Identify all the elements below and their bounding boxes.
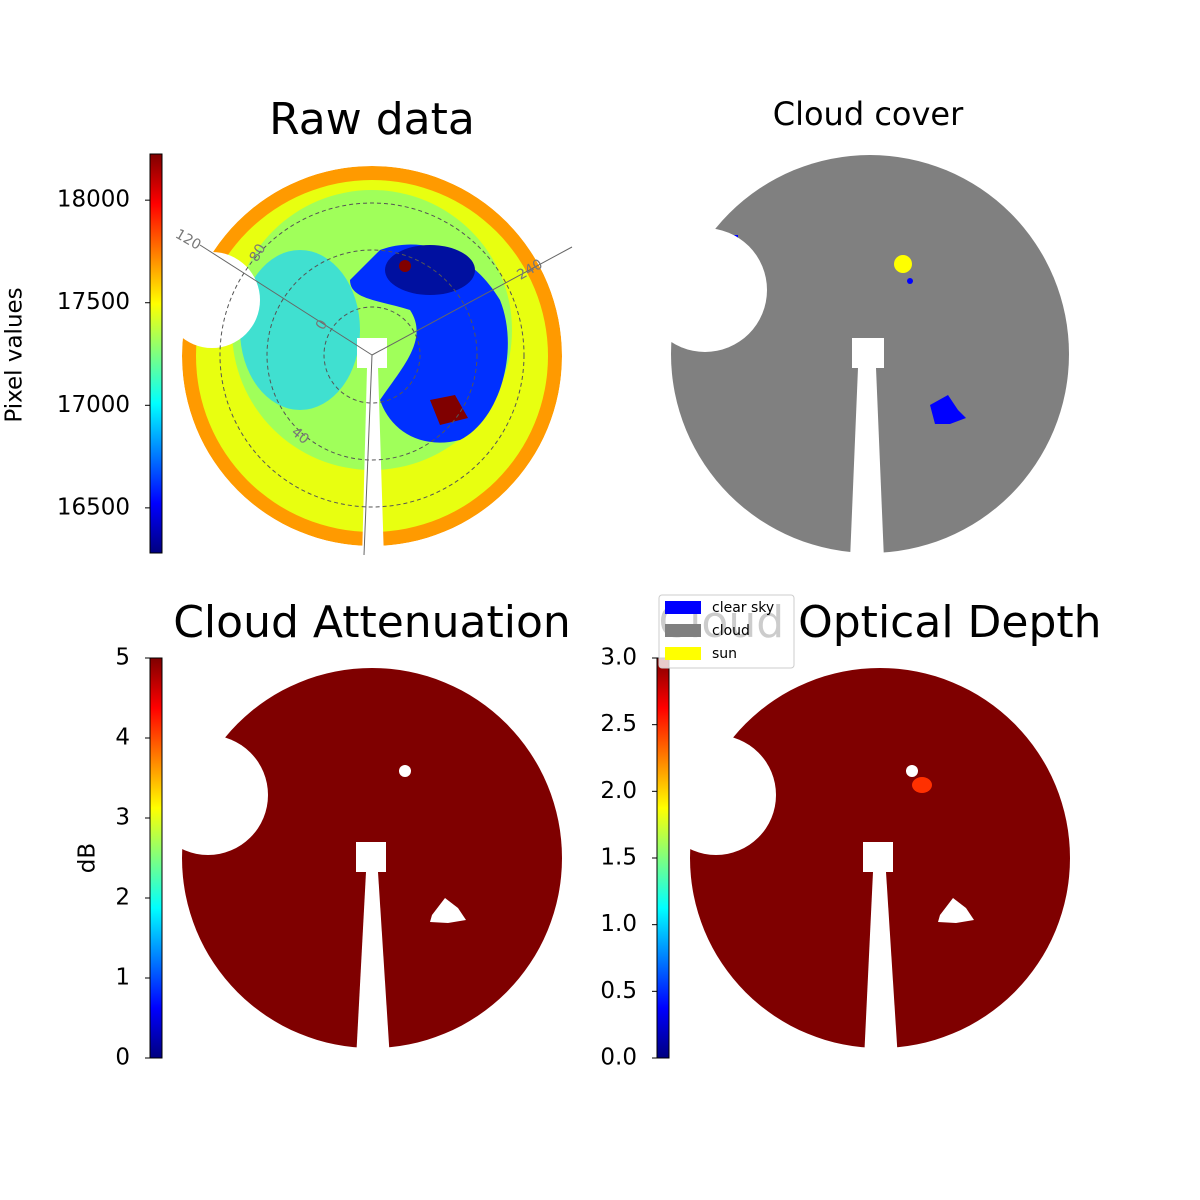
- chart-title: Raw data: [269, 94, 475, 145]
- legend-label: cloud: [712, 623, 750, 639]
- attenuation-image: [170, 660, 570, 1060]
- colorbar-tick-label: 5: [115, 645, 130, 671]
- colorbar-tick-label: 0.0: [600, 1045, 637, 1071]
- chart-title: Cloud cover: [773, 95, 964, 133]
- colorbar-tick-label: 3: [115, 805, 130, 831]
- colorbar-tick-label: 1.5: [600, 845, 637, 871]
- legend-swatch: [665, 624, 701, 637]
- colorbar-tick-label: 16500: [57, 494, 130, 520]
- legend-label: sun: [712, 646, 737, 662]
- colorbar-tick-label: 0.5: [600, 978, 637, 1004]
- colorbar-tick-label: 17000: [57, 392, 130, 418]
- colorbar-tick-label: 2.5: [600, 711, 637, 737]
- colorbar-label: dB: [75, 843, 101, 873]
- polar-label: 80: [247, 241, 270, 264]
- colorbar-tick-label: 2: [115, 885, 130, 911]
- colorbar-tick-label: 4: [115, 725, 130, 751]
- legend-label: clear sky: [712, 600, 774, 616]
- raw-image: [182, 166, 562, 560]
- polar-label: 120: [172, 226, 203, 253]
- cloud-cover-image: [660, 150, 1080, 560]
- colorbar-tick-label: 3.0: [600, 645, 637, 671]
- chart-title: Cloud Attenuation: [173, 597, 571, 648]
- colorbar-tick-label: 0: [115, 1045, 130, 1071]
- colorbar-tick-label: 2.0: [600, 778, 637, 804]
- colorbar: [149, 153, 163, 554]
- clear-region: [930, 395, 966, 424]
- sun-region: [894, 255, 912, 273]
- polar-grid: [219, 202, 525, 508]
- colorbar-tick-label: 1.0: [600, 911, 637, 937]
- polar-spokes: [199, 244, 573, 556]
- optical-depth-image: [680, 660, 1080, 1060]
- clear-region: [907, 278, 913, 284]
- colorbar-tick-label: 1: [115, 965, 130, 991]
- legend-swatch: [665, 601, 701, 614]
- colorbar: [149, 657, 163, 1059]
- legend-swatch: [665, 647, 701, 660]
- colorbar-label: Pixel values: [2, 287, 28, 422]
- colorbar-tick-label: 18000: [57, 187, 130, 213]
- clear-region: [728, 235, 738, 295]
- colorbar-tick-label: 17500: [57, 289, 130, 315]
- colorbar: [656, 657, 670, 1059]
